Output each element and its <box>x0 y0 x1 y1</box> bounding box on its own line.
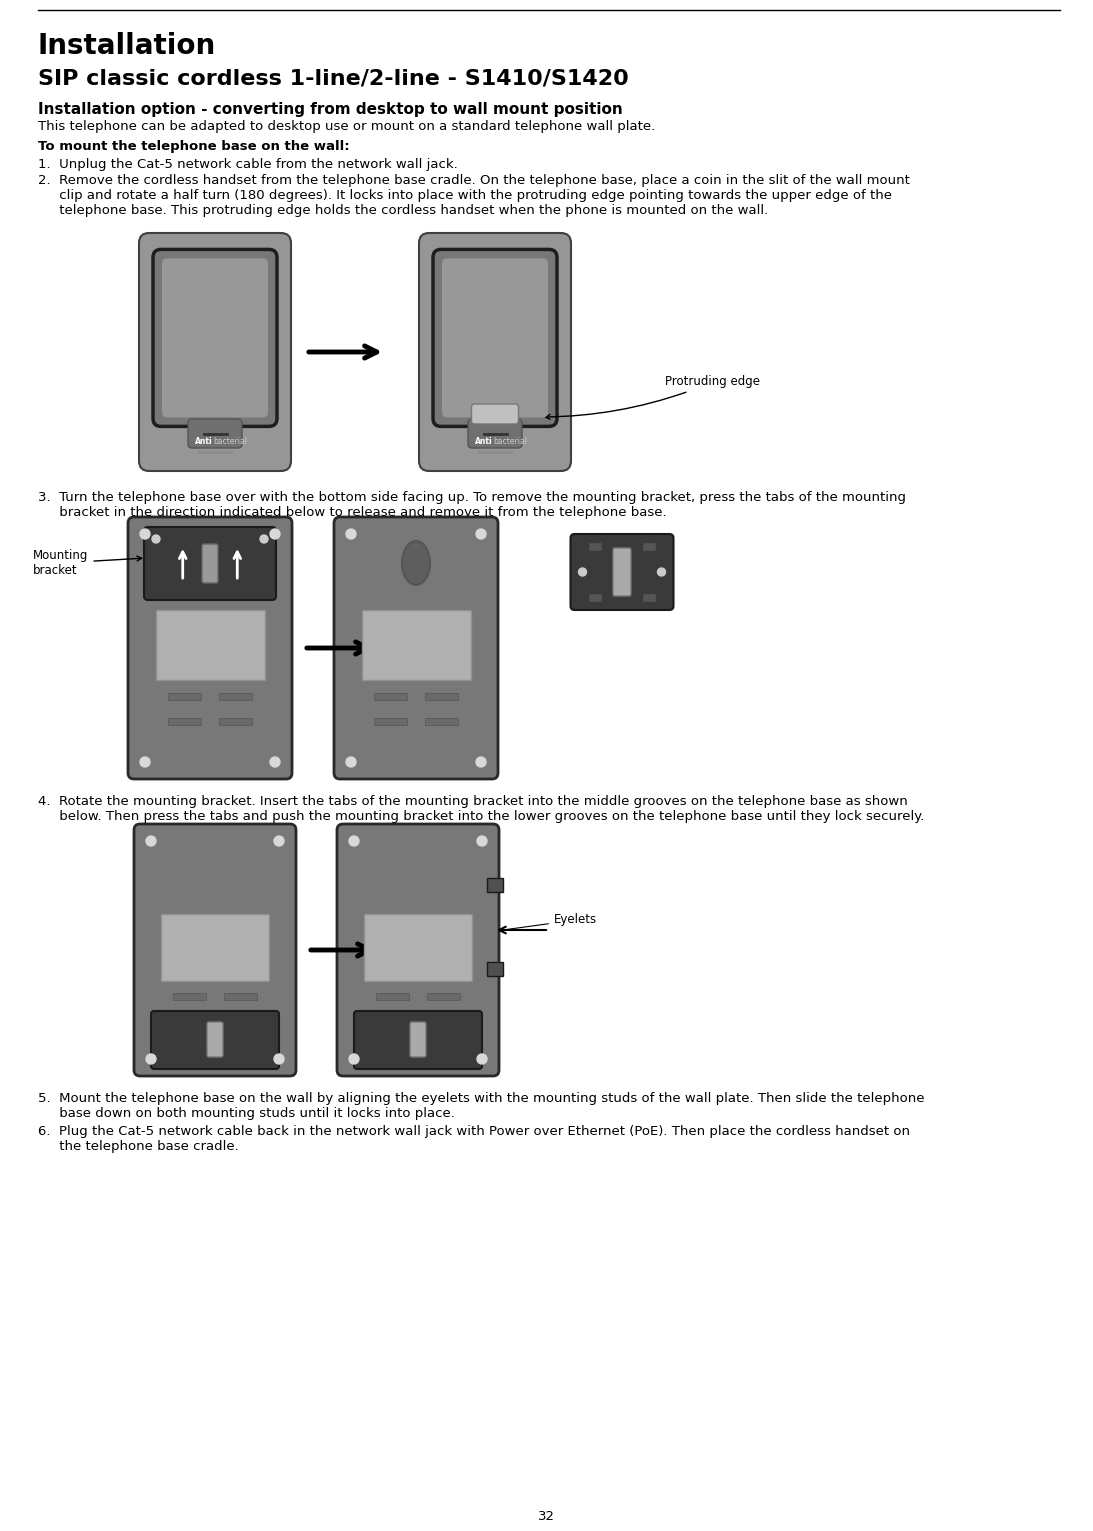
Ellipse shape <box>402 540 430 585</box>
Circle shape <box>274 836 284 847</box>
FancyBboxPatch shape <box>571 534 673 609</box>
Text: Installation: Installation <box>38 32 216 60</box>
FancyBboxPatch shape <box>153 250 277 427</box>
Circle shape <box>658 568 666 576</box>
Circle shape <box>270 756 280 767</box>
Text: 32: 32 <box>538 1510 554 1523</box>
Text: clip and rotate a half turn (180 degrees). It locks into place with the protrudi: clip and rotate a half turn (180 degrees… <box>38 188 892 202</box>
FancyBboxPatch shape <box>354 1010 482 1069</box>
Circle shape <box>475 756 486 767</box>
Bar <box>487 877 503 893</box>
Bar <box>224 994 257 1000</box>
Text: This telephone can be adapted to desktop use or mount on a standard telephone wa: This telephone can be adapted to desktop… <box>38 119 655 133</box>
Text: telephone base. This protruding edge holds the cordless handset when the phone i: telephone base. This protruding edge hol… <box>38 204 768 217</box>
Circle shape <box>140 530 150 539</box>
Circle shape <box>146 1053 156 1064</box>
Text: base down on both mounting studs until it locks into place.: base down on both mounting studs until i… <box>38 1107 455 1121</box>
Bar <box>643 594 655 602</box>
Bar <box>374 694 407 700</box>
FancyBboxPatch shape <box>162 259 268 418</box>
Text: Protruding edge: Protruding edge <box>545 375 760 419</box>
FancyBboxPatch shape <box>334 517 498 779</box>
Circle shape <box>274 1053 284 1064</box>
Circle shape <box>270 530 280 539</box>
Bar <box>376 1017 409 1024</box>
Text: Anti: Anti <box>475 436 493 446</box>
Circle shape <box>146 836 156 847</box>
FancyBboxPatch shape <box>139 233 291 472</box>
Bar <box>427 994 460 1000</box>
Text: Anti: Anti <box>196 436 213 446</box>
Text: 3.  Turn the telephone base over with the bottom side facing up. To remove the m: 3. Turn the telephone base over with the… <box>38 491 906 504</box>
Text: the telephone base cradle.: the telephone base cradle. <box>38 1141 238 1153</box>
Text: bacterial: bacterial <box>493 436 527 446</box>
Bar <box>220 694 252 700</box>
Circle shape <box>152 534 160 544</box>
Text: 6.  Plug the Cat-5 network cable back in the network wall jack with Power over E: 6. Plug the Cat-5 network cable back in … <box>38 1125 910 1138</box>
Bar <box>167 718 201 726</box>
Bar <box>487 961 503 975</box>
Text: Mounting
bracket: Mounting bracket <box>33 550 142 577</box>
Bar <box>589 594 601 602</box>
Circle shape <box>475 530 486 539</box>
FancyBboxPatch shape <box>364 914 472 981</box>
FancyBboxPatch shape <box>419 233 571 472</box>
Bar <box>589 544 601 550</box>
FancyBboxPatch shape <box>128 517 292 779</box>
Text: 4.  Rotate the mounting bracket. Insert the tabs of the mounting bracket into th: 4. Rotate the mounting bracket. Insert t… <box>38 795 908 808</box>
FancyBboxPatch shape <box>442 259 548 418</box>
Circle shape <box>349 836 359 847</box>
Text: SIP classic cordless 1-line/2-line - S1410/S1420: SIP classic cordless 1-line/2-line - S14… <box>38 67 628 87</box>
Bar <box>173 1017 205 1024</box>
FancyBboxPatch shape <box>202 544 218 583</box>
FancyBboxPatch shape <box>468 419 522 449</box>
Circle shape <box>346 530 356 539</box>
Text: 1.  Unplug the Cat-5 network cable from the network wall jack.: 1. Unplug the Cat-5 network cable from t… <box>38 158 458 171</box>
FancyBboxPatch shape <box>155 609 265 680</box>
FancyBboxPatch shape <box>410 1023 426 1056</box>
FancyBboxPatch shape <box>613 548 631 596</box>
Circle shape <box>477 1053 487 1064</box>
FancyBboxPatch shape <box>471 404 518 424</box>
Circle shape <box>349 1053 359 1064</box>
Bar <box>427 1017 460 1024</box>
Text: Eyelets: Eyelets <box>506 914 597 929</box>
Bar <box>224 1017 257 1024</box>
Bar <box>374 718 407 726</box>
FancyBboxPatch shape <box>134 824 296 1076</box>
Text: bracket in the direction indicated below to release and remove it from the telep: bracket in the direction indicated below… <box>38 507 667 519</box>
Text: below. Then press the tabs and push the mounting bracket into the lower grooves : below. Then press the tabs and push the … <box>38 810 925 824</box>
FancyBboxPatch shape <box>161 914 269 981</box>
FancyBboxPatch shape <box>188 419 242 449</box>
Bar <box>173 994 205 1000</box>
Circle shape <box>477 836 487 847</box>
Circle shape <box>578 568 587 576</box>
Bar <box>376 994 409 1000</box>
Circle shape <box>346 756 356 767</box>
Text: To mount the telephone base on the wall:: To mount the telephone base on the wall: <box>38 139 350 153</box>
Text: 5.  Mount the telephone base on the wall by aligning the eyelets with the mounti: 5. Mount the telephone base on the wall … <box>38 1092 925 1105</box>
Bar <box>425 694 458 700</box>
Bar <box>220 718 252 726</box>
Bar <box>167 694 201 700</box>
FancyBboxPatch shape <box>144 527 277 600</box>
Text: 2.  Remove the cordless handset from the telephone base cradle. On the telephone: 2. Remove the cordless handset from the … <box>38 175 909 187</box>
Circle shape <box>140 756 150 767</box>
Circle shape <box>260 534 268 544</box>
FancyBboxPatch shape <box>433 250 557 427</box>
FancyBboxPatch shape <box>207 1023 223 1056</box>
FancyBboxPatch shape <box>151 1010 279 1069</box>
FancyBboxPatch shape <box>362 609 470 680</box>
FancyBboxPatch shape <box>337 824 500 1076</box>
Text: bacterial: bacterial <box>213 436 247 446</box>
Text: Installation option - converting from desktop to wall mount position: Installation option - converting from de… <box>38 103 623 116</box>
Bar <box>643 544 655 550</box>
Bar <box>425 718 458 726</box>
